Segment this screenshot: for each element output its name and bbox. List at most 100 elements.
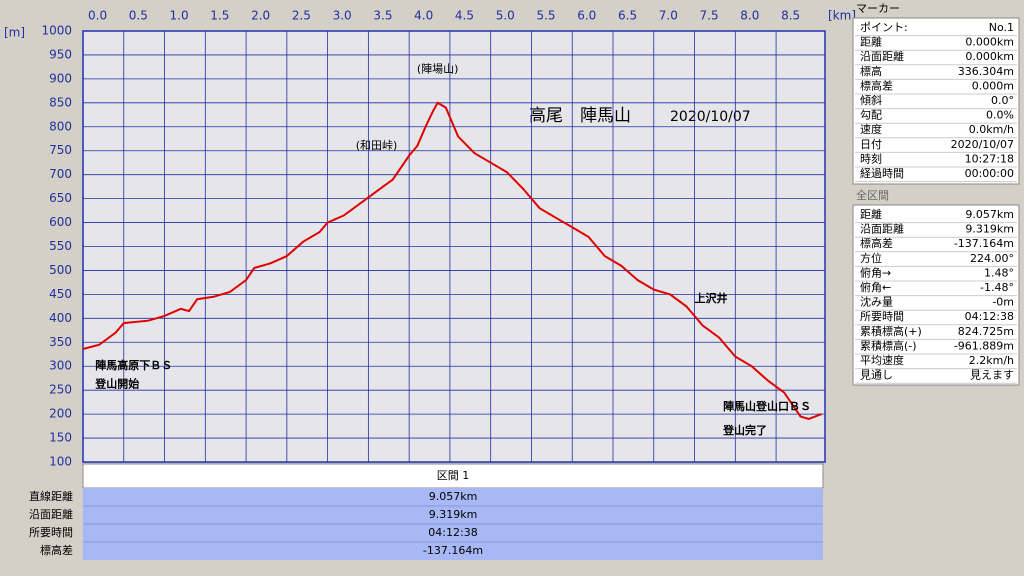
panel-row-value: 0.0% [986, 109, 1014, 122]
segment-row-value: 04:12:38 [428, 526, 477, 539]
y-tick-label: 150 [49, 431, 72, 445]
panel-row-value: 9.057km [965, 208, 1014, 221]
panel-row-value: 224.00° [970, 252, 1014, 265]
panel-row-value: 0.000km [965, 36, 1014, 49]
x-tick-label: 6.0 [577, 9, 596, 23]
x-tick-label: 1.5 [210, 9, 229, 23]
x-tick-label: 8.5 [781, 9, 800, 23]
total-panel [852, 204, 1020, 386]
x-tick-label: 0.0 [88, 9, 107, 23]
total-panel-title: 全区間 [856, 188, 889, 202]
panel-row-label: 距離 [860, 207, 882, 221]
x-axis-label: [km] [828, 9, 856, 23]
x-tick-label: 4.5 [455, 9, 474, 23]
panel-row-value: 336.304m [958, 65, 1014, 78]
annotation: 登山完了 [722, 423, 767, 437]
panel-row-label: 標高 [860, 64, 882, 78]
x-tick-label: 3.0 [333, 9, 352, 23]
y-tick-label: 1000 [41, 24, 72, 38]
panel-row-value: 00:00:00 [965, 167, 1014, 180]
y-tick-label: 700 [49, 167, 72, 181]
panel-row-value: 0.000m [972, 79, 1014, 92]
panel-row-value: 2.2km/h [969, 354, 1014, 367]
y-tick-label: 350 [49, 335, 72, 349]
panel-row-label: 経過時間 [860, 167, 904, 180]
panel-row-label: 俯角→ [860, 265, 891, 279]
chart-title: 高尾 陣馬山 [529, 106, 631, 126]
y-tick-label: 800 [49, 119, 72, 133]
y-tick-label: 450 [49, 287, 72, 301]
panel-row-value: 1.48° [984, 266, 1014, 279]
y-tick-label: 600 [49, 215, 72, 229]
y-tick-label: 900 [49, 71, 72, 85]
panel-row-label: 距離 [860, 35, 882, 49]
x-tick-label: 2.0 [251, 9, 270, 23]
elevation-line [82, 101, 822, 420]
panel-row-label: 平均速度 [860, 353, 904, 367]
segment-row-value: 9.319km [429, 508, 478, 521]
segment-row-label: 直線距離 [29, 489, 73, 503]
segment-row-value: -137.164m [423, 544, 483, 557]
y-tick-label: 400 [49, 311, 72, 325]
y-tick-label: 550 [49, 239, 72, 253]
annotation: (和田峠) [356, 138, 398, 152]
x-tick-label: 8.0 [740, 9, 759, 23]
y-tick-label: 850 [49, 95, 72, 109]
marker-panel [852, 17, 1020, 185]
y-tick-label: 200 [49, 407, 72, 421]
panel-row-label: 沿面距離 [860, 222, 904, 236]
y-tick-label: 300 [49, 359, 72, 373]
panel-row-label: 沿面距離 [860, 49, 904, 63]
panel-row-label: 沈み量 [860, 295, 893, 309]
panel-row-label: 時刻 [860, 151, 882, 165]
panel-row-label: 方位 [860, 251, 882, 265]
panel-row-value: -1.48° [980, 281, 1014, 294]
annotation: 上沢井 [695, 291, 728, 305]
y-tick-label: 250 [49, 383, 72, 397]
y-tick-label: 750 [49, 143, 72, 157]
panel-row-label: 傾斜 [860, 93, 882, 107]
panel-row-label: 速度 [860, 122, 882, 136]
panel-row-value: 824.725m [958, 325, 1014, 338]
segment-header: 区間 1 [437, 469, 470, 482]
x-tick-label: 5.5 [536, 9, 555, 23]
panel-row-label: 俯角← [860, 280, 891, 294]
annotation: 陣馬高原下ＢＳ [95, 358, 172, 372]
segment-row-label: 沿面距離 [29, 507, 73, 521]
x-tick-label: 5.0 [496, 9, 515, 23]
y-tick-label: 950 [49, 47, 72, 61]
panel-row-value: -137.164m [954, 237, 1014, 250]
segment-header-box [82, 463, 824, 489]
x-tick-label: 3.5 [373, 9, 392, 23]
panel-row-value: 2020/10/07 [951, 138, 1014, 151]
panel-row-label: 累積標高(-) [860, 338, 917, 352]
x-tick-label: 7.5 [700, 9, 719, 23]
panel-row-value: No.1 [989, 21, 1014, 34]
x-tick-label: 4.0 [414, 9, 433, 23]
x-tick-label: 2.5 [292, 9, 311, 23]
segment-row-label: 所要時間 [29, 526, 73, 539]
panel-row-value: 0.000km [965, 50, 1014, 63]
panel-row-value: 見えます [970, 369, 1014, 382]
panel-row-value: -0m [992, 296, 1014, 309]
panel-row-label: 日付 [860, 138, 882, 151]
annotation: (陣場山) [417, 62, 459, 75]
annotation: 登山開始 [94, 376, 139, 390]
chart-subtitle: 2020/10/07 [670, 109, 751, 125]
panel-row-label: ポイント: [860, 21, 908, 34]
panel-row-label: 見通し [860, 369, 893, 382]
x-tick-label: 6.5 [618, 9, 637, 23]
annotation: 陣馬山登山口ＢＳ [723, 399, 811, 413]
panel-row-value: 0.0km/h [969, 123, 1014, 136]
panel-row-value: 0.0° [991, 94, 1014, 107]
x-tick-label: 0.5 [129, 9, 148, 23]
panel-row-value: -961.889m [954, 339, 1014, 352]
panel-row-label: 勾配 [860, 109, 882, 122]
x-tick-label: 1.0 [170, 9, 189, 23]
panel-row-label: 標高差 [860, 236, 893, 250]
x-tick-label: 7.0 [659, 9, 678, 23]
segment-row-value: 9.057km [429, 490, 478, 503]
panel-row-label: 所要時間 [860, 310, 904, 323]
